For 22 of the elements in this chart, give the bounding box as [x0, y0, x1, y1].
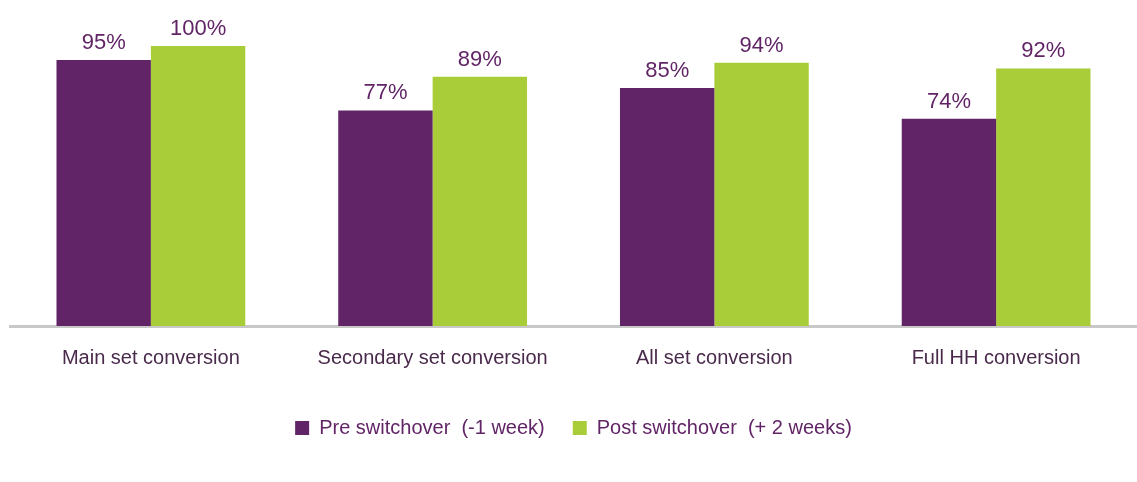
data-label: 95% [81, 29, 126, 55]
x-tick-label: Full HH conversion [911, 345, 1081, 368]
data-label: 89% [457, 45, 502, 71]
legend-label: Pre switchover (-1 week) [319, 415, 545, 438]
bar [432, 76, 528, 326]
data-label: 85% [645, 57, 690, 83]
data-label: 74% [926, 87, 971, 113]
x-tick-label: All set conversion [636, 345, 793, 368]
bar [150, 46, 246, 326]
data-label: 94% [739, 31, 784, 57]
x-tick-label: Secondary set conversion [317, 345, 548, 368]
data-label: 92% [1021, 37, 1066, 63]
data-label: 100% [169, 15, 227, 41]
x-tick-label: Main set conversion [61, 345, 240, 368]
bar [996, 68, 1091, 326]
bar [901, 118, 997, 326]
data-label: 77% [363, 79, 408, 105]
legend-label: Post switchover (+ 2 weeks) [596, 415, 852, 438]
bar [56, 60, 151, 326]
bar [619, 88, 715, 326]
bar [338, 110, 433, 326]
bar [714, 62, 809, 326]
